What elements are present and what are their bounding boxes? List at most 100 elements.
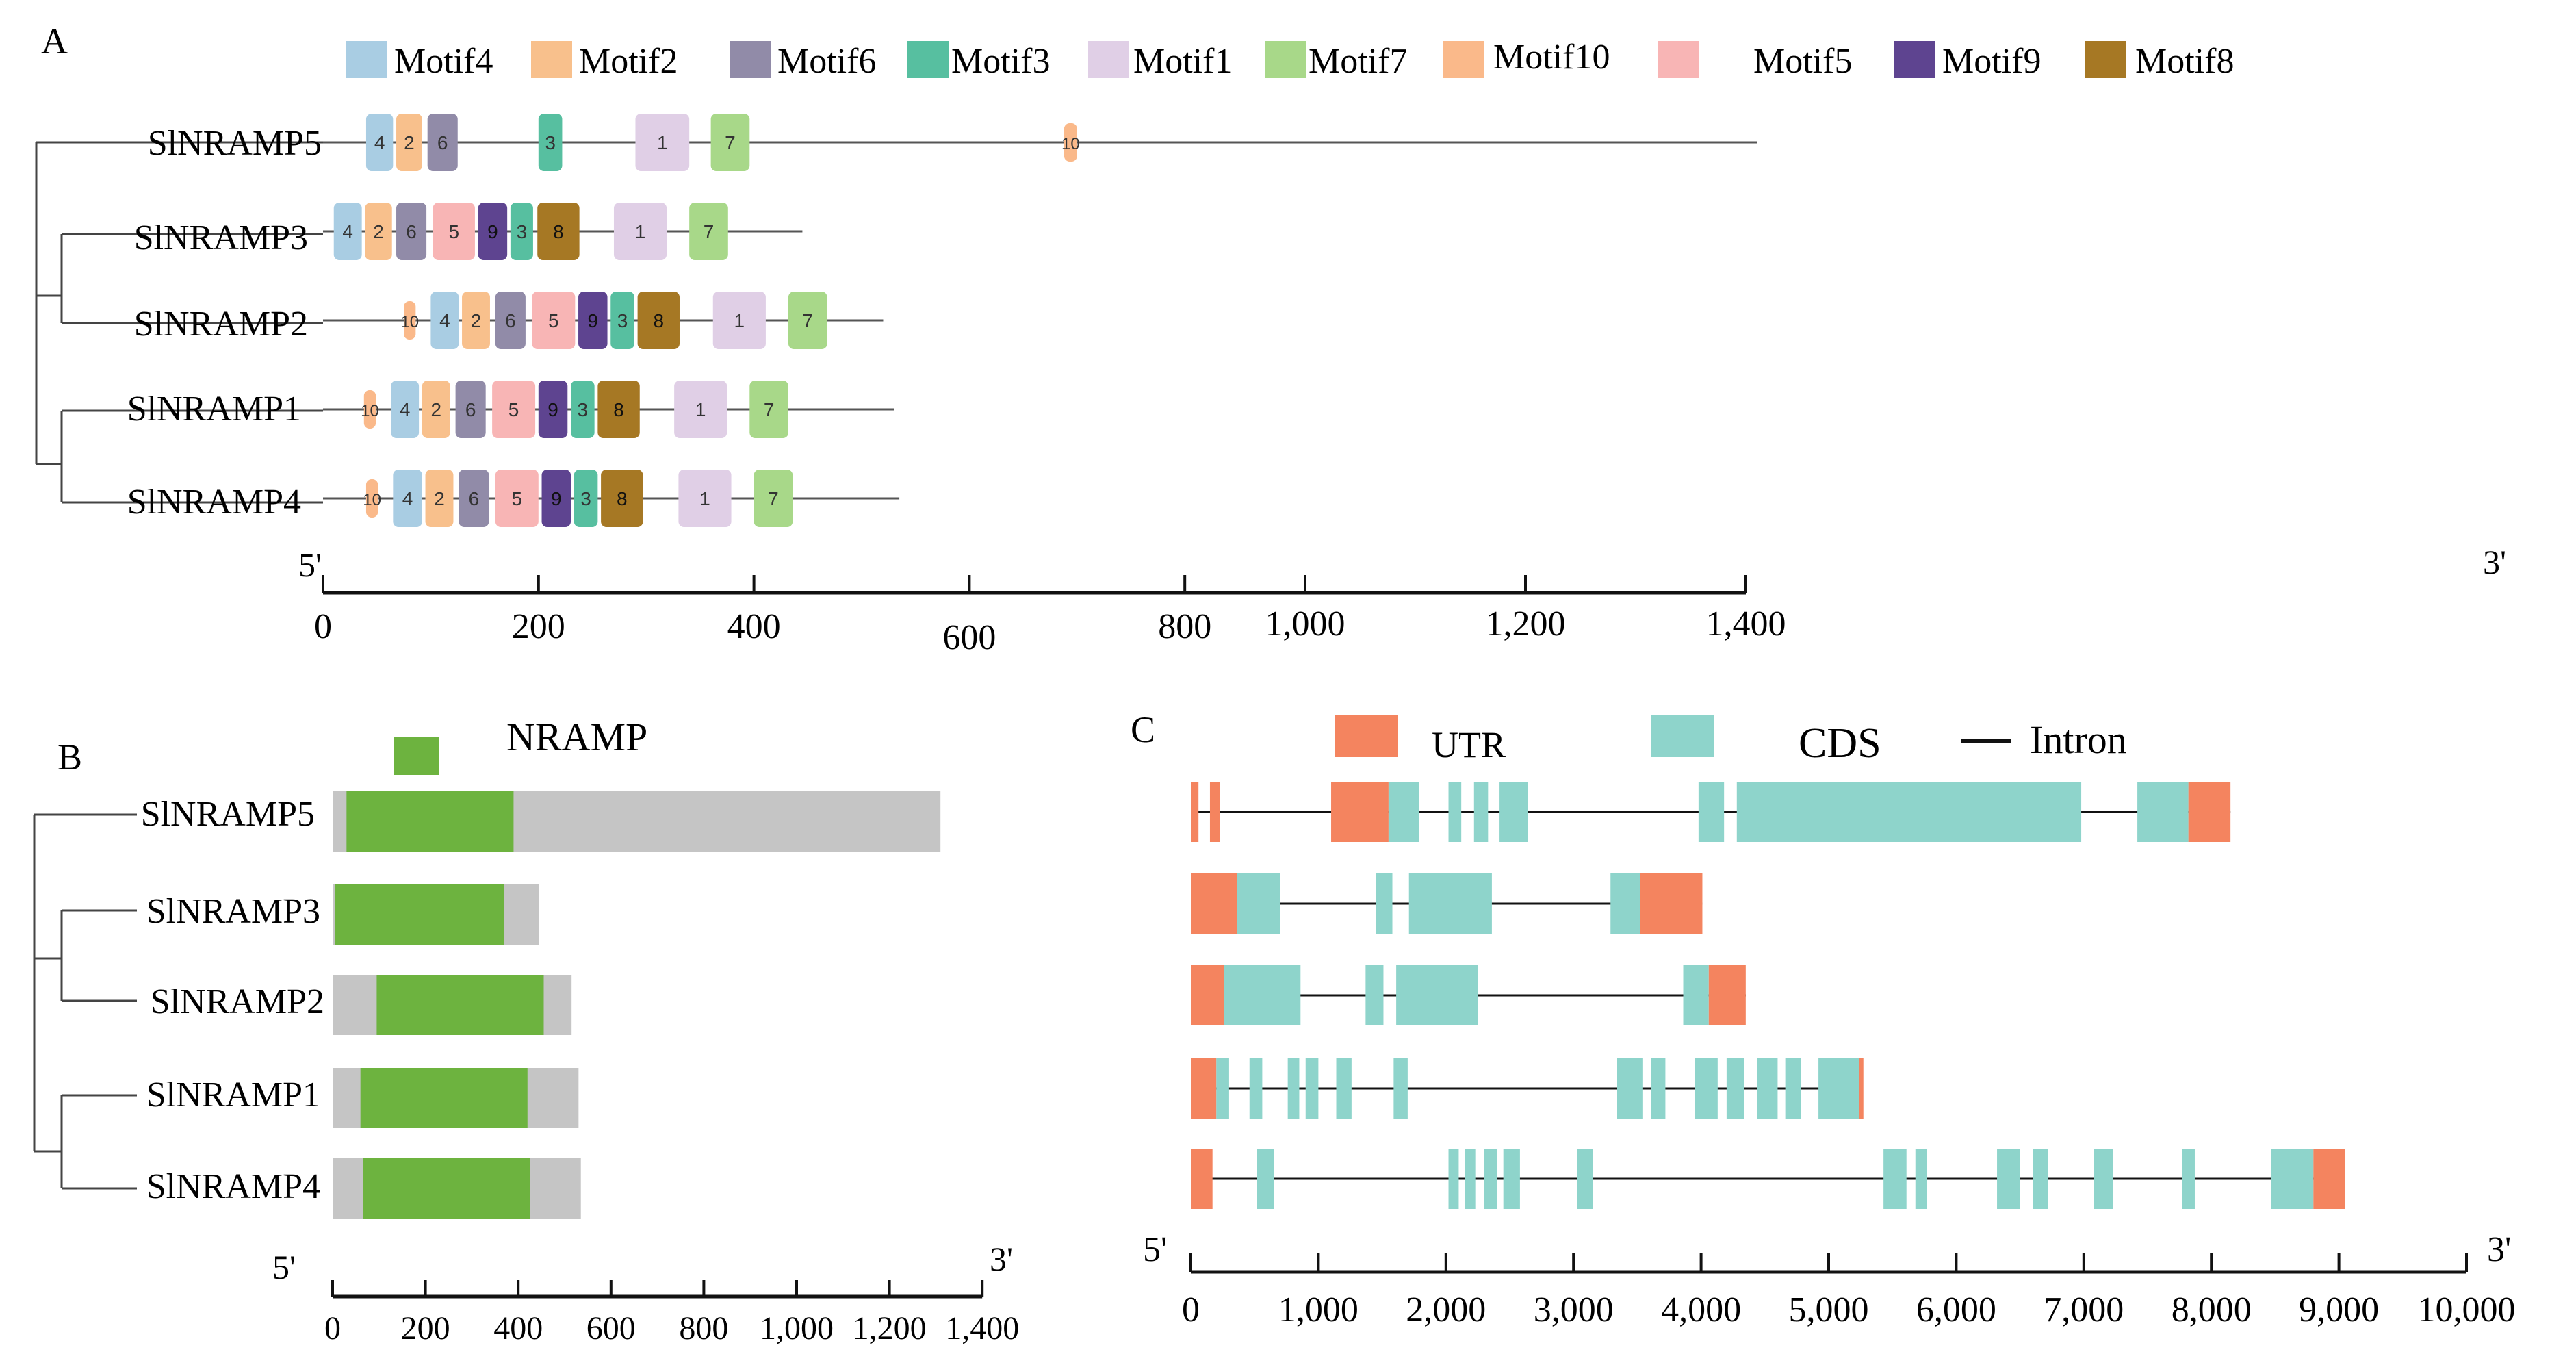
cds-block [1393, 1058, 1408, 1119]
cds-block [1216, 1058, 1229, 1119]
motif-box-3 [538, 114, 563, 171]
cds-block [1499, 782, 1528, 842]
cds-block [1408, 873, 1492, 934]
cds-block [2271, 1149, 2314, 1209]
motif-box-label-1: 1 [699, 488, 710, 509]
gene-structure-1 [1191, 782, 2231, 842]
cds-block [1224, 965, 1301, 1025]
legend-swatch-motif10 [1443, 41, 1484, 78]
cds-block [1736, 782, 2082, 842]
cds-block [1448, 782, 1462, 842]
cds-block [2182, 1149, 2195, 1209]
axis-a-tick-label-0: 0 [314, 607, 332, 646]
cds-block [1818, 1058, 1859, 1119]
motif-box-label-2: 2 [430, 399, 441, 420]
motif-box-label-9: 9 [587, 310, 598, 331]
axis-c-tick-label-2000: 2,000 [1406, 1290, 1486, 1329]
motif-box-label-7: 7 [803, 310, 814, 331]
cds-block [1698, 782, 1725, 842]
cds-block [1287, 1058, 1300, 1119]
cds-block [1448, 1149, 1459, 1209]
motif-box-10 [404, 301, 416, 340]
protein-label-b-slnramp1: SlNRAMP1 [146, 1075, 320, 1114]
axis-b-tick-label-1200: 1,200 [853, 1310, 927, 1347]
legend-item-motif2: Motif2 [531, 41, 678, 81]
protein-bar-slnramp3 [333, 884, 539, 945]
legend-swatch-motif5 [1658, 41, 1699, 78]
motif-box-3 [574, 470, 598, 527]
motif-box-2 [396, 114, 422, 171]
axis-c-tick-label-7000: 7,000 [2044, 1290, 2124, 1329]
motif-box-6 [427, 114, 458, 171]
utr-block [1191, 873, 1237, 934]
motif-box-label-4: 4 [374, 132, 385, 153]
utr-block [1191, 1149, 1213, 1209]
legend-swatch-motif4 [346, 41, 387, 78]
motif-tracks: 4 2 6 3 1 7 104 2 6 5 9 3 8 1 710 4 2 6 5 9 3 8 1 710 4 2 6 5 9 3 8 1 71… [323, 114, 1757, 527]
axis-a-tick-label-1000: 1,000 [1265, 604, 1345, 643]
motif-box-label-2: 2 [471, 310, 482, 331]
legend-label-intron: Intron [2030, 717, 2127, 762]
gene-label-a-slnramp2: SlNRAMP2 [134, 305, 308, 344]
axis-c-end-label: 3' [2487, 1230, 2511, 1269]
motif-box-label-1: 1 [635, 221, 646, 242]
legend-item-motif1: Motif1 [1088, 41, 1232, 81]
cds-block [1336, 1058, 1352, 1119]
utr-block [1191, 1058, 1217, 1119]
legend-swatch-motif3 [907, 41, 949, 78]
legend-label-motif4: Motif4 [394, 42, 493, 81]
cds-block [1617, 1058, 1643, 1119]
motif-box-label-2: 2 [404, 132, 415, 153]
motif-box-2 [365, 203, 392, 260]
motif-box-label-10: 10 [361, 402, 379, 420]
motif-box-label-4: 4 [342, 221, 353, 242]
motif-box-label-2: 2 [373, 221, 384, 242]
motif-box-label-5: 5 [508, 399, 519, 420]
legend-item-motif6: Motif6 [730, 41, 876, 81]
cds-block [1365, 965, 1384, 1025]
motif-box-label-6: 6 [406, 221, 417, 242]
gene-structure-5 [1191, 1149, 2345, 1209]
nramp-domain-bar [335, 884, 504, 945]
protein-axis: 0 200 400 600 800 1,000 1,200 1,400 [324, 1280, 1019, 1347]
motif-box-5 [532, 292, 576, 349]
legend-swatch-motif6 [730, 41, 771, 78]
axis-a-end-label: 3' [2483, 543, 2506, 581]
cds-block [1503, 1149, 1520, 1209]
cds-block [1610, 873, 1640, 934]
motif-box-label-5: 5 [512, 488, 523, 509]
nramp-legend-swatch [394, 737, 439, 775]
axis-a-tick-label-800: 800 [1158, 607, 1211, 646]
panel-label-a: A [41, 21, 68, 62]
utr-block [2188, 782, 2231, 842]
axis-c-start-label: 5' [1143, 1230, 1167, 1269]
motif-box-label-10: 10 [363, 491, 381, 509]
utr-block [1708, 965, 1746, 1025]
protein-label-b-slnramp2: SlNRAMP2 [151, 982, 324, 1021]
motif-box-6 [459, 470, 489, 527]
nramp-domain-bar [363, 1158, 530, 1219]
motif-box-7 [788, 292, 827, 349]
legend-swatch-utr [1335, 715, 1398, 757]
motif-box-label-5: 5 [548, 310, 559, 331]
legend-label-motif7: Motif7 [1309, 42, 1407, 81]
cds-block [2137, 782, 2189, 842]
axis-c-tick-label-4000: 4,000 [1661, 1290, 1741, 1329]
motif-box-1 [678, 470, 732, 527]
utr-block [1209, 782, 1220, 842]
protein-label-b-slnramp5: SlNRAMP5 [141, 795, 315, 834]
cds-block [1695, 1058, 1718, 1119]
legend-item-motif3: Motif3 [907, 41, 1050, 81]
protein-label-b-slnramp3: SlNRAMP3 [146, 892, 320, 931]
motif-box-label-8: 8 [553, 221, 564, 242]
motif-box-1 [635, 114, 690, 171]
axis-b-start-label: 5' [272, 1248, 296, 1286]
motif-box-1 [613, 203, 667, 260]
legend-swatch-motif2 [531, 41, 572, 78]
cds-block [1396, 965, 1478, 1025]
legend-item-motif8: Motif8 [2085, 41, 2234, 81]
motif-box-label-9: 9 [551, 488, 562, 509]
axis-c-tick-label-0: 0 [1182, 1290, 1200, 1329]
legend-item-motif4: Motif4 [346, 41, 493, 81]
